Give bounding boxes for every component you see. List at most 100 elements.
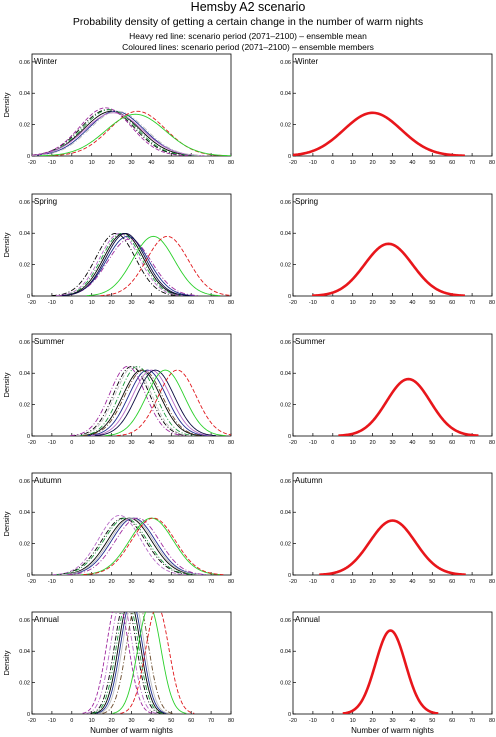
x-tick-label: 70	[208, 718, 214, 724]
member-density-curve	[112, 612, 187, 714]
x-tick-label: 0	[331, 440, 334, 446]
member-density-curve	[82, 369, 204, 436]
y-tick-label: 0.06	[280, 60, 291, 66]
y-tick-label: 0.06	[19, 340, 30, 346]
chart-panel-spring-members: -20 -10 0 10 20 30 40 50 60 70 80 0 0.02 0.04 0.06 Spri…	[2, 193, 234, 306]
x-tick-label: 60	[188, 440, 194, 446]
x-tick-label: -20	[28, 160, 36, 166]
chart-panel-annual-mean: -20 -10 0 10 20 30 40 50 60 70 80 0 0.02 0.04 0.06 Annu…	[280, 611, 495, 735]
x-tick-label: 20	[370, 718, 376, 724]
x-tick-label: -20	[289, 440, 297, 446]
ensemble-mean-density-curve	[342, 629, 439, 714]
x-tick-label: 20	[109, 718, 115, 724]
y-tick-label: 0	[27, 154, 30, 160]
x-tick-label: 50	[168, 160, 174, 166]
page-title: Hemsby A2 scenario	[190, 0, 306, 14]
x-tick-label: 30	[389, 300, 395, 306]
y-tick-label: 0	[27, 434, 30, 440]
x-tick-label: 40	[148, 440, 154, 446]
y-tick-label: 0	[288, 712, 291, 718]
x-tick-label: 10	[350, 300, 356, 306]
plot-frame	[292, 333, 493, 437]
x-tick-label: -20	[289, 579, 297, 585]
x-tick-label: 30	[128, 440, 134, 446]
curve-group	[82, 612, 195, 714]
x-tick-label: 60	[449, 440, 455, 446]
x-tick-label: 40	[148, 718, 154, 724]
x-tick-label: -10	[48, 718, 56, 724]
curve-group	[338, 377, 479, 436]
y-tick-label: 0	[27, 712, 30, 718]
x-tick-label: 10	[89, 440, 95, 446]
x-tick-label: 40	[409, 579, 415, 585]
y-tick-label: 0.04	[19, 371, 30, 377]
chart-panel-autumn-members: -20 -10 0 10 20 30 40 50 60 70 80 0 0.02 0.04 0.06 Autu…	[2, 472, 234, 585]
x-tick-label: 50	[429, 160, 435, 166]
x-tick-label: 20	[370, 300, 376, 306]
y-tick-label: 0	[27, 573, 30, 579]
x-tick-label: 50	[429, 579, 435, 585]
chart-panel-summer-mean: -20 -10 0 10 20 30 40 50 60 70 80 0 0.02 0.04 0.06 Summ…	[280, 333, 495, 446]
x-tick-label: 0	[70, 718, 73, 724]
y-axis-title: Density	[2, 232, 11, 257]
member-density-curve	[51, 232, 180, 296]
y-tick-label: 0.02	[280, 542, 291, 548]
x-tick-label: 80	[228, 718, 234, 724]
y-tick-label: 0.02	[280, 681, 291, 687]
mean-line-note: Heavy red line: scenario period (2071–21…	[129, 31, 367, 41]
x-tick-label: -20	[28, 718, 36, 724]
x-tick-label: 20	[109, 300, 115, 306]
member-density-curve	[32, 112, 206, 156]
season-label: Autumn	[295, 476, 323, 485]
member-density-curve	[96, 612, 167, 714]
x-tick-label: 20	[370, 440, 376, 446]
x-tick-label: 60	[449, 300, 455, 306]
y-tick-label: 0.06	[280, 200, 291, 206]
x-tick-label: 80	[228, 579, 234, 585]
x-tick-label: 80	[489, 300, 495, 306]
season-label: Autumn	[34, 476, 62, 485]
x-tick-label: 50	[168, 440, 174, 446]
y-tick-label: 0	[27, 294, 30, 300]
chart-panel-annual-members: -20 -10 0 10 20 30 40 50 60 70 80 0 0.02 0.04 0.06 Annu…	[2, 611, 234, 735]
x-axis-title: Number of warm nights	[351, 726, 434, 735]
member-density-curve	[32, 110, 201, 156]
x-tick-label: 20	[109, 440, 115, 446]
x-tick-label: 40	[409, 300, 415, 306]
x-tick-label: 60	[188, 718, 194, 724]
x-tick-label: -10	[48, 579, 56, 585]
curve-group	[342, 629, 439, 714]
x-tick-label: -20	[289, 300, 297, 306]
x-tick-label: 0	[331, 300, 334, 306]
x-tick-label: 0	[70, 160, 73, 166]
x-tick-label: -10	[309, 160, 317, 166]
x-tick-label: 40	[409, 160, 415, 166]
season-label: Annual	[295, 615, 320, 624]
x-tick-label: 30	[389, 160, 395, 166]
y-tick-label: 0	[288, 154, 291, 160]
x-tick-label: -10	[309, 579, 317, 585]
x-tick-label: 10	[89, 718, 95, 724]
member-density-curve	[104, 369, 226, 436]
chart-panel-spring-mean: -20 -10 0 10 20 30 40 50 60 70 80 0 0.02 0.04 0.06 Spri…	[280, 193, 495, 306]
curve-group	[70, 365, 231, 436]
x-tick-label: -10	[48, 160, 56, 166]
curve-group	[319, 519, 466, 575]
x-tick-label: 30	[389, 440, 395, 446]
member-density-curve	[102, 612, 173, 714]
x-tick-label: 70	[469, 579, 475, 585]
x-tick-label: 50	[168, 718, 174, 724]
curve-group	[311, 242, 466, 296]
chart-panel-winter-members: -20 -10 0 10 20 30 40 50 60 70 80 0 0.02 0.04 0.06 Wint…	[2, 53, 234, 166]
x-tick-label: 40	[148, 160, 154, 166]
x-tick-label: 60	[449, 160, 455, 166]
x-tick-label: 60	[188, 300, 194, 306]
y-tick-label: 0.04	[19, 91, 30, 97]
x-tick-label: 80	[489, 160, 495, 166]
member-density-curve	[86, 235, 221, 296]
curve-group	[52, 514, 224, 575]
x-tick-label: 20	[370, 579, 376, 585]
x-tick-label: -20	[289, 160, 297, 166]
plot-frame	[292, 611, 493, 715]
